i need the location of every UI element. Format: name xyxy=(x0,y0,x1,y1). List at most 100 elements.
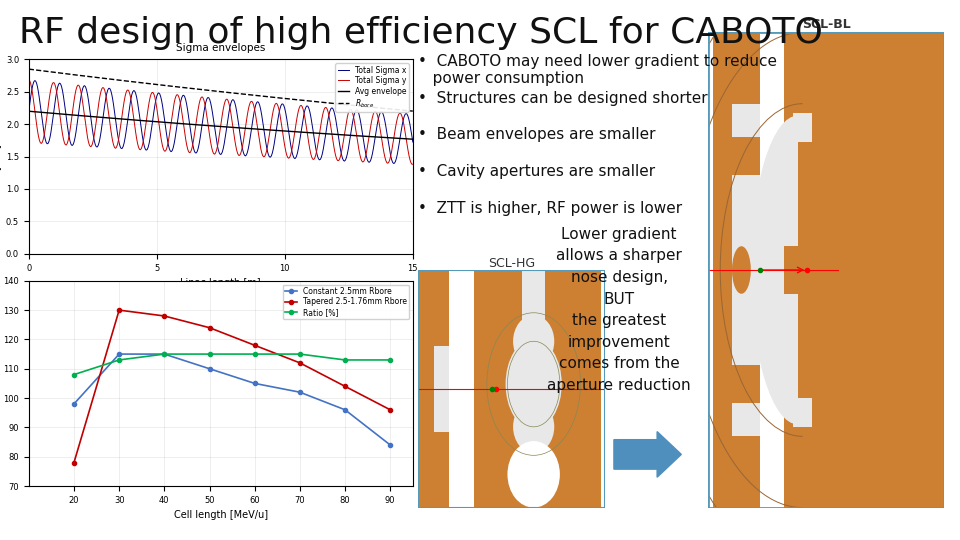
Ellipse shape xyxy=(751,116,845,424)
Constant 2.5mm Rbore xyxy=(384,442,396,448)
Ratio [%] xyxy=(294,351,305,357)
FancyArrow shape xyxy=(614,431,682,477)
Avg envelope xyxy=(302,130,314,136)
Total Sigma y xyxy=(302,134,314,140)
Ratio [%] xyxy=(68,372,80,378)
Polygon shape xyxy=(418,372,420,406)
$R_{bore}$ xyxy=(69,72,81,78)
Total Sigma x xyxy=(303,105,315,112)
Bar xyxy=(522,270,545,327)
Avg envelope xyxy=(265,127,276,133)
Constant 2.5mm Rbore xyxy=(68,401,80,407)
Text: •  Beam envelopes are smaller: • Beam envelopes are smaller xyxy=(418,127,655,143)
Ellipse shape xyxy=(513,401,554,453)
Tapered 2.5-1.76mm Rbore xyxy=(384,407,396,413)
Total Sigma y xyxy=(69,91,81,98)
X-axis label: Cell length [MeV/u]: Cell length [MeV/u] xyxy=(174,510,268,520)
$R_{bore}$ xyxy=(407,108,419,114)
Total Sigma x xyxy=(149,102,160,109)
X-axis label: Linac length [m]: Linac length [m] xyxy=(180,278,261,288)
Bar xyxy=(793,113,812,141)
Total Sigma y xyxy=(300,121,312,127)
Line: Total Sigma x: Total Sigma x xyxy=(29,80,413,164)
Title: SCL-BL: SCL-BL xyxy=(802,18,851,31)
Total Sigma x xyxy=(23,108,35,114)
Line: $R_{bore}$: $R_{bore}$ xyxy=(29,69,413,111)
Ratio [%] xyxy=(249,351,260,357)
Total Sigma x xyxy=(70,129,82,136)
Ellipse shape xyxy=(732,246,751,294)
Total Sigma x xyxy=(301,103,313,109)
Line: Avg envelope: Avg envelope xyxy=(29,111,413,139)
Total Sigma y xyxy=(175,103,186,109)
Tapered 2.5-1.76mm Rbore xyxy=(339,383,350,389)
Ratio [%] xyxy=(339,357,350,363)
Constant 2.5mm Rbore xyxy=(204,366,215,372)
Avg envelope xyxy=(300,129,312,136)
Tapered 2.5-1.76mm Rbore xyxy=(249,342,260,348)
$R_{bore}$ xyxy=(175,84,186,91)
Polygon shape xyxy=(408,375,420,403)
Text: •  ZTT is higher, RF power is lower: • ZTT is higher, RF power is lower xyxy=(418,201,682,216)
Text: •  Cavity apertures are smaller: • Cavity apertures are smaller xyxy=(418,164,655,179)
Tapered 2.5-1.76mm Rbore xyxy=(204,325,215,331)
Total Sigma y xyxy=(23,77,35,83)
Avg envelope xyxy=(407,136,419,143)
$R_{bore}$ xyxy=(265,94,276,100)
Ellipse shape xyxy=(513,315,554,367)
Polygon shape xyxy=(474,375,496,403)
Constant 2.5mm Rbore xyxy=(294,389,305,395)
Polygon shape xyxy=(732,175,760,365)
Ellipse shape xyxy=(506,339,562,429)
Constant 2.5mm Rbore xyxy=(158,351,170,357)
Line: Tapered 2.5-1.76mm Rbore: Tapered 2.5-1.76mm Rbore xyxy=(72,308,393,464)
Tapered 2.5-1.76mm Rbore xyxy=(158,313,170,319)
Polygon shape xyxy=(783,32,939,508)
$R_{bore}$ xyxy=(23,66,35,72)
Total Sigma x xyxy=(407,139,419,145)
$R_{bore}$ xyxy=(148,81,159,87)
Total Sigma x xyxy=(29,77,40,84)
Ratio [%] xyxy=(384,357,396,363)
Line: Ratio [%]: Ratio [%] xyxy=(72,352,393,377)
Total Sigma y xyxy=(148,91,159,97)
Polygon shape xyxy=(435,346,449,431)
Total Sigma x xyxy=(176,94,187,100)
Polygon shape xyxy=(732,403,760,436)
Text: Lower gradient
allows a sharper
nose design,
BUT
the greatest
improvement
comes : Lower gradient allows a sharper nose des… xyxy=(547,227,691,393)
Text: •  Structures can be designed shorter: • Structures can be designed shorter xyxy=(418,91,708,106)
Legend: Constant 2.5mm Rbore, Tapered 2.5-1.76mm Rbore, Ratio [%]: Constant 2.5mm Rbore, Tapered 2.5-1.76mm… xyxy=(283,285,409,319)
Circle shape xyxy=(508,441,560,508)
Polygon shape xyxy=(474,270,601,508)
Constant 2.5mm Rbore xyxy=(339,407,350,413)
Avg envelope xyxy=(175,120,186,127)
Title: Sigma envelopes: Sigma envelopes xyxy=(176,43,266,53)
Total Sigma x xyxy=(266,153,277,159)
Ellipse shape xyxy=(492,375,501,403)
Ratio [%] xyxy=(158,351,170,357)
Text: •  CABOTO may need lower gradient to reduce
   power consumption: • CABOTO may need lower gradient to redu… xyxy=(418,54,777,86)
Polygon shape xyxy=(713,32,760,508)
Avg envelope xyxy=(23,108,35,114)
Avg envelope xyxy=(148,118,159,125)
Polygon shape xyxy=(420,270,449,508)
Total Sigma x xyxy=(388,160,399,167)
Polygon shape xyxy=(783,246,807,294)
Line: Constant 2.5mm Rbore: Constant 2.5mm Rbore xyxy=(72,352,393,447)
Title: SCL-HG: SCL-HG xyxy=(488,257,535,270)
Ellipse shape xyxy=(803,246,812,294)
Bar xyxy=(798,32,950,508)
Constant 2.5mm Rbore xyxy=(113,351,125,357)
Constant 2.5mm Rbore xyxy=(249,380,260,387)
$R_{bore}$ xyxy=(302,98,314,104)
Avg envelope xyxy=(69,112,81,118)
Bar xyxy=(793,399,812,427)
Total Sigma y xyxy=(407,161,419,167)
Ratio [%] xyxy=(113,357,125,363)
Tapered 2.5-1.76mm Rbore xyxy=(68,460,80,466)
Tapered 2.5-1.76mm Rbore xyxy=(294,360,305,366)
$R_{bore}$ xyxy=(300,97,312,104)
Ratio [%] xyxy=(204,351,215,357)
Legend: Total Sigma x, Total Sigma y, Avg envelope, $R_{bore}$: Total Sigma x, Total Sigma y, Avg envelo… xyxy=(335,63,409,112)
Tapered 2.5-1.76mm Rbore xyxy=(113,307,125,313)
